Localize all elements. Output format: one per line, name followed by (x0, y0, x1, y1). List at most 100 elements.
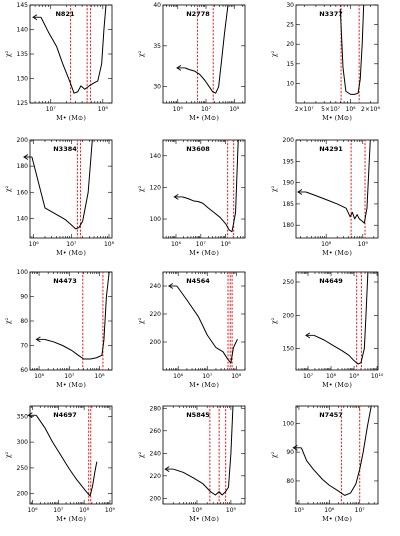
x-axis-label: M• (M⊙) (56, 114, 86, 122)
x-tick-label: 10⁶ (173, 373, 184, 380)
limit-arrow-head (35, 336, 41, 343)
panel-n821: 10⁷ 10⁸ 125 130 135 140 145 N821 M• (M⊙) χ² (4, 2, 113, 122)
x-tick-label: 10⁶ (173, 106, 184, 113)
x-tick-label: 10⁶ (171, 241, 182, 248)
x-tick-label: 2×10⁸ (361, 106, 380, 113)
limit-arrow-head (292, 444, 298, 451)
chi-square-curve (176, 285, 238, 364)
y-tick-label: 80 (20, 318, 28, 325)
x-tick-label: 10⁷ (196, 241, 207, 248)
chi-square-curve (182, 140, 239, 233)
x-tick-label: 10⁸ (231, 373, 242, 380)
limit-arrow-head (173, 194, 179, 200)
y-tick-label: 140 (150, 153, 162, 160)
plot-frame (29, 139, 113, 239)
galaxy-label: N821 (55, 10, 74, 18)
chi-square-curve (305, 140, 371, 224)
y-tick-label: 15 (286, 61, 294, 68)
y-tick-label: 145 (17, 2, 29, 9)
plot-frame (162, 271, 246, 371)
y-axis-label: χ² (137, 317, 145, 324)
y-tick-label: 250 (17, 465, 29, 472)
panel-n3608: 10⁶ 10⁷ 10⁸ 100 120 140 N3608 M• (M⊙) χ² (137, 139, 246, 257)
y-tick-label: 30 (286, 2, 294, 9)
y-axis-label: χ² (4, 50, 12, 57)
galaxy-label: N4697 (53, 411, 77, 419)
panel-n3377: 2×10⁷ 5×10⁷ 10⁸ 2×10⁸ 10 15 20 25 30 N3377 M• (M⊙)… (270, 2, 380, 122)
x-axis-label: M• (M⊙) (189, 381, 219, 389)
y-tick-label: 100 (150, 216, 162, 223)
x-axis-label: M• (M⊙) (189, 515, 219, 523)
y-tick-label: 195 (283, 158, 295, 165)
y-tick-label: 250 (283, 279, 295, 286)
limit-arrow-head (164, 466, 170, 472)
y-tick-label: 135 (17, 51, 29, 58)
x-tick-label: 10⁸ (94, 373, 105, 380)
panel-n7457: 10⁵ 10⁶ 10⁷ 80 90 100 N7457 M• (M⊙) χ² (270, 405, 379, 523)
chi-square-curve (300, 406, 372, 496)
y-tick-label: 220 (150, 473, 162, 480)
x-tick-label: 10⁸ (79, 507, 90, 514)
x-tick-label: 10⁶ (29, 241, 40, 248)
chi-square-curve (313, 272, 369, 365)
panel-n2778: 10⁶ 10⁷ 10⁸ 30 35 40 N2778 M• (M⊙) χ² (137, 2, 246, 122)
galaxy-label: N7457 (319, 411, 343, 419)
limit-arrow-head (23, 154, 29, 160)
y-tick-label: 160 (17, 189, 29, 196)
y-tick-label: 180 (17, 163, 29, 170)
y-tick-label: 130 (17, 76, 29, 83)
chi-square-curve (184, 5, 229, 94)
plot-frame (295, 4, 379, 104)
x-axis-label: M• (M⊙) (322, 515, 352, 523)
galaxy-label: N4291 (319, 145, 343, 153)
limit-arrow-head (27, 412, 33, 419)
x-tick-label: 10⁸ (326, 373, 337, 380)
y-tick-label: 40 (153, 2, 161, 9)
x-tick-label: 10⁶ (324, 507, 335, 514)
plot-frame (295, 405, 379, 505)
y-tick-label: 100 (17, 269, 29, 276)
x-tick-label: 10⁸ (192, 507, 203, 514)
plot-frame (29, 271, 113, 371)
x-tick-label: 10⁶ (34, 373, 45, 380)
chi-square-curve (44, 272, 110, 360)
y-tick-label: 190 (283, 180, 295, 187)
y-tick-label: 80 (286, 478, 294, 485)
y-axis-label: χ² (137, 451, 145, 458)
y-tick-label: 200 (283, 137, 295, 144)
x-tick-label: 10⁷ (355, 507, 366, 514)
x-axis-label: M• (M⊙) (56, 249, 86, 257)
x-tick-label: 10⁹ (349, 373, 360, 380)
panel-n4473: 10⁶ 10⁷ 10⁸ 60 70 80 90 100 N4473 M• (M⊙) χ² (4, 269, 113, 389)
x-tick-label: 10⁸ (221, 241, 232, 248)
x-tick-label: 10⁶ (27, 507, 38, 514)
galaxy-label: N3384 (53, 145, 77, 153)
limit-arrow-head (168, 283, 174, 289)
x-tick-label: 10⁸ (104, 241, 115, 248)
y-tick-label: 300 (17, 439, 29, 446)
y-axis-label: χ² (137, 185, 145, 192)
y-axis-label: χ² (270, 50, 278, 57)
x-tick-label: 10⁷ (64, 373, 75, 380)
x-axis-label: M• (M⊙) (56, 515, 86, 523)
y-tick-label: 200 (150, 495, 162, 502)
chi-square-curve (31, 140, 93, 230)
y-tick-label: 260 (150, 428, 162, 435)
x-tick-label: 10⁹ (358, 241, 369, 248)
x-tick-label: 10⁹ (226, 507, 237, 514)
x-axis-label: M• (M⊙) (56, 381, 86, 389)
galaxy-label: N5845 (186, 411, 210, 419)
galaxy-label: N3608 (186, 145, 210, 153)
y-tick-label: 150 (283, 346, 295, 353)
chi-square-curve (35, 414, 98, 497)
x-tick-label: 10⁹ (105, 507, 116, 514)
chi-square-curve (173, 406, 234, 496)
x-axis-label: M• (M⊙) (322, 114, 352, 122)
y-axis-label: χ² (4, 317, 12, 324)
y-tick-label: 140 (17, 215, 29, 222)
chi-square-curve (339, 5, 365, 95)
y-tick-label: 220 (150, 311, 162, 318)
x-tick-label: 10⁸ (321, 241, 332, 248)
y-tick-label: 100 (283, 420, 295, 427)
